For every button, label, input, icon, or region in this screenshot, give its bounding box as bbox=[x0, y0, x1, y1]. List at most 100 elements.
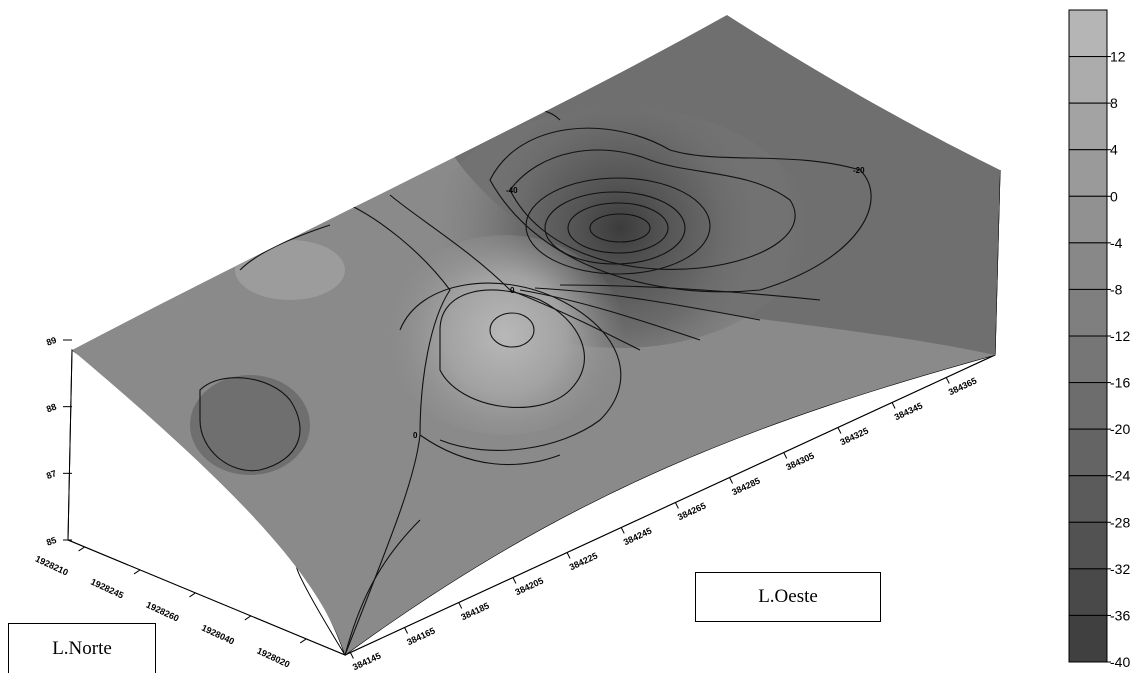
contour-line bbox=[534, 287, 761, 321]
contour-line bbox=[559, 284, 821, 301]
legend-tick-label: 12 bbox=[1110, 49, 1126, 65]
y-axis-label-box: L.Norte bbox=[8, 623, 156, 673]
legend-tick-label: -4 bbox=[1110, 235, 1123, 251]
z-axis-line bbox=[67, 349, 73, 541]
contour-line bbox=[389, 194, 511, 291]
x-tick-mark bbox=[404, 627, 409, 634]
y-tick-mark bbox=[133, 569, 141, 575]
x-tick-label: 384185 bbox=[459, 601, 490, 623]
contour-line bbox=[509, 149, 796, 270]
contour-line bbox=[544, 191, 686, 265]
left-base-edge bbox=[67, 539, 346, 656]
contour-line bbox=[439, 289, 585, 408]
x-tick-label: 384325 bbox=[839, 426, 870, 448]
y-tick-mark bbox=[189, 592, 196, 598]
x-tick-mark bbox=[512, 577, 517, 584]
legend-band bbox=[1068, 242, 1108, 290]
y-tick-label: 1928040 bbox=[200, 623, 236, 647]
x-tick-label: 384245 bbox=[622, 526, 653, 548]
contour-line bbox=[489, 312, 535, 348]
x-tick-mark bbox=[729, 477, 734, 484]
base-edge bbox=[344, 354, 996, 656]
x-tick-mark bbox=[945, 377, 950, 384]
x-tick-mark bbox=[837, 427, 842, 434]
contour-line bbox=[399, 282, 622, 451]
x-tick-label: 384345 bbox=[893, 401, 924, 423]
contour-label: -40 bbox=[506, 186, 518, 195]
legend-band bbox=[1068, 56, 1108, 104]
legend-band bbox=[1068, 288, 1108, 337]
x-axis-label: L.Oeste bbox=[758, 586, 818, 607]
legend-band bbox=[1068, 102, 1108, 151]
x-tick-mark bbox=[891, 402, 896, 409]
y-tick-label: 1928245 bbox=[89, 577, 125, 601]
legend-band bbox=[1068, 149, 1108, 197]
contour-label: 0 bbox=[510, 286, 515, 295]
contour-line bbox=[239, 224, 331, 271]
legend-tick-label: -8 bbox=[1110, 281, 1123, 297]
legend-band bbox=[1068, 568, 1108, 616]
legend-tick-label: -16 bbox=[1110, 375, 1130, 391]
z-tick-label: 87 bbox=[45, 468, 58, 481]
x-tick-label: 384205 bbox=[514, 576, 545, 598]
contour-line bbox=[509, 289, 641, 351]
surface-left-mid-zone bbox=[235, 240, 345, 300]
legend-band bbox=[1068, 9, 1108, 58]
y-tick-mark bbox=[244, 615, 252, 621]
legend-tick-label: -36 bbox=[1110, 607, 1130, 623]
legend-band bbox=[1068, 195, 1108, 244]
x-axis-label-box: L.Oeste bbox=[695, 572, 881, 622]
y-tick-mark bbox=[78, 546, 85, 552]
x-tick-mark bbox=[349, 652, 354, 659]
contour-line bbox=[589, 213, 651, 243]
x-tick-label: 384225 bbox=[568, 551, 599, 573]
contour-line bbox=[567, 202, 669, 254]
contour-line bbox=[199, 377, 301, 472]
z-tick-label: 85 bbox=[45, 535, 58, 548]
surface-left-low-zone bbox=[190, 375, 310, 475]
legend-band bbox=[1068, 428, 1108, 477]
contour-line bbox=[344, 519, 421, 655]
right-wall bbox=[344, 169, 1001, 656]
x-tick-label: 384285 bbox=[730, 476, 761, 498]
contour-line bbox=[519, 289, 701, 341]
contour-line bbox=[489, 127, 872, 293]
legend-tick-label: -28 bbox=[1110, 514, 1130, 530]
x-tick-label: 384265 bbox=[676, 501, 707, 523]
x-tick-label: 384145 bbox=[351, 651, 382, 673]
legend-band bbox=[1068, 614, 1108, 663]
contour-line bbox=[419, 434, 561, 466]
legend-tick-label: -32 bbox=[1110, 561, 1130, 577]
contour-label: 0 bbox=[413, 431, 418, 440]
legend-tick-label: 8 bbox=[1110, 95, 1118, 111]
x-tick-label: 384165 bbox=[405, 626, 436, 648]
legend-band bbox=[1068, 382, 1108, 430]
legend-tick-label: -12 bbox=[1110, 328, 1130, 344]
y-tick-label: 1928210 bbox=[34, 554, 70, 578]
x-tick-mark bbox=[674, 502, 679, 509]
legend-tick-label: -24 bbox=[1110, 468, 1130, 484]
contour-label: -20 bbox=[853, 166, 865, 175]
x-tick-mark bbox=[458, 602, 463, 609]
y-axis-label: L.Norte bbox=[52, 637, 112, 659]
legend-tick-label: 0 bbox=[1110, 188, 1118, 204]
contour-line bbox=[344, 204, 451, 655]
y-tick-label: 1928260 bbox=[145, 600, 181, 624]
legend-tick-label: -40 bbox=[1110, 654, 1130, 670]
y-tick-mark bbox=[299, 638, 307, 644]
legend-band bbox=[1068, 335, 1108, 384]
z-tick-label: 89 bbox=[45, 335, 58, 348]
z-tick-label: 88 bbox=[45, 402, 58, 415]
x-tick-mark bbox=[783, 452, 788, 459]
contour-labels: -40 -20 0 0 bbox=[413, 166, 865, 440]
x-tick-mark bbox=[566, 552, 571, 559]
legend-tick-label: -20 bbox=[1110, 421, 1130, 437]
x-tick-label: 384365 bbox=[947, 376, 978, 398]
legend-band bbox=[1068, 521, 1108, 570]
legend-tick-label: 4 bbox=[1110, 142, 1118, 158]
legend-band bbox=[1068, 475, 1108, 523]
x-tick-label: 384305 bbox=[784, 451, 815, 473]
y-tick-label: 1928020 bbox=[255, 646, 291, 670]
x-tick-mark bbox=[620, 527, 625, 534]
